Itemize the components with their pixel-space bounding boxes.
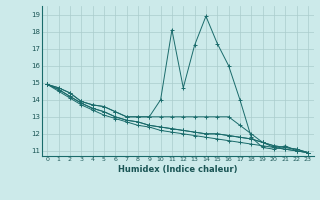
X-axis label: Humidex (Indice chaleur): Humidex (Indice chaleur)	[118, 165, 237, 174]
